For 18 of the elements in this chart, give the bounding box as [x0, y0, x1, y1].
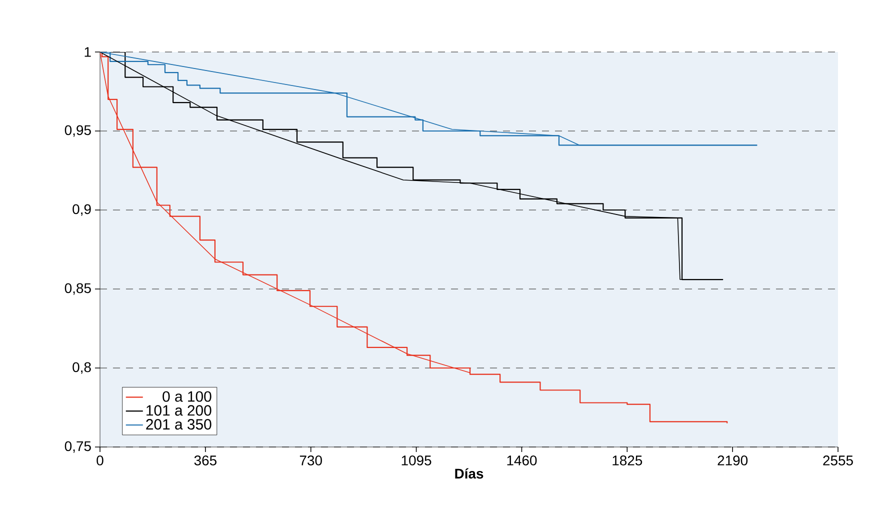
legend-label: 101 a 200	[146, 405, 212, 416]
x-tick-label: 1095	[402, 456, 432, 466]
y-tick-label: 0,75	[64, 441, 91, 453]
y-tick-label: 0,9	[72, 204, 91, 216]
legend-label: 0 a 100	[162, 391, 212, 402]
y-tick-label: 1	[84, 47, 91, 57]
y-tick-label: 0,8	[72, 362, 91, 374]
legend-label: 201 a 350	[146, 419, 212, 430]
x-tick-label: 2555	[823, 456, 853, 466]
y-tick-label: 0,85	[64, 283, 91, 295]
x-tick-label: 2190	[718, 456, 748, 466]
x-axis-title: Días	[455, 468, 484, 479]
x-tick-label: 1825	[612, 456, 642, 466]
x-tick-label: 0	[96, 456, 104, 466]
y-tick-label: 0,95	[64, 125, 91, 137]
x-tick-label: 1460	[507, 456, 537, 466]
x-tick-label: 730	[300, 456, 322, 466]
x-tick-label: 365	[194, 456, 216, 466]
